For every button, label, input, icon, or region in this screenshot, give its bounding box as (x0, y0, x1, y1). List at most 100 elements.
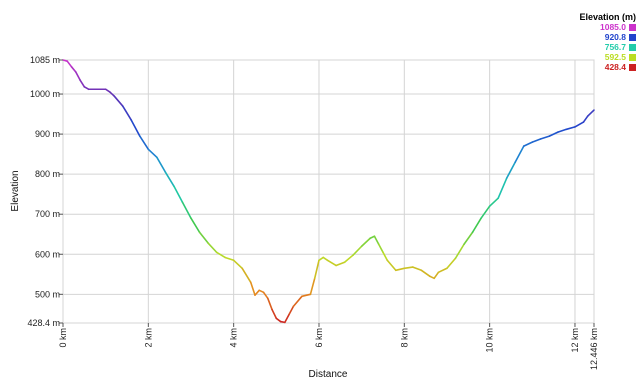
profile-segment (322, 256, 329, 262)
profile-segment (109, 91, 115, 97)
profile-segment (198, 231, 209, 244)
y-axis-ticks: 1085 m 1000 m 900 m 800 m 700 m 600 m 500 m 428… (27, 55, 63, 328)
profile-segment (412, 266, 423, 272)
profile-segment (540, 135, 551, 140)
x-tick-label: 2 km (143, 328, 153, 348)
profile-segment (360, 237, 371, 248)
profile-segment (497, 177, 508, 199)
profile-segment (104, 88, 111, 93)
profile-segment (130, 119, 141, 137)
profile-segment (382, 251, 389, 262)
profile-segment (335, 261, 346, 267)
profile-segment (292, 295, 303, 308)
profile-segment (275, 317, 282, 323)
profile-segment (437, 267, 448, 274)
legend-entry-label: 1085.0 (600, 22, 626, 32)
x-tick-label: 12 km (570, 328, 580, 353)
profile-segment (266, 297, 273, 311)
profile-segment (488, 197, 499, 208)
y-tick-label: 500 m (35, 289, 60, 299)
profile-segment (138, 135, 150, 151)
legend-swatch (629, 23, 636, 31)
elevation-profile-line (62, 59, 595, 324)
x-tick-label: 6 km (314, 328, 324, 348)
profile-segment (471, 217, 482, 234)
profile-segment (207, 242, 218, 254)
profile-segment (463, 231, 474, 246)
profile-segment (74, 71, 81, 81)
profile-segment (83, 86, 90, 91)
profile-segment (224, 256, 235, 262)
grid-lines (62, 59, 595, 324)
profile-segment (232, 259, 243, 270)
profile-segment (241, 267, 252, 284)
legend-swatch (629, 53, 636, 61)
profile-segment (582, 115, 589, 123)
plot-frame (62, 59, 595, 324)
profile-segment (377, 243, 384, 254)
profile-segment (420, 269, 431, 278)
legend-entry-label: 592.5 (604, 52, 626, 62)
profile-segment (181, 201, 192, 220)
profile-segment (284, 313, 290, 324)
profile-segment (446, 257, 457, 270)
profile-segment (113, 95, 124, 107)
legend-entries: 1085.0 920.8 756.7 592.5 428.4 (556, 22, 636, 72)
profile-segment (249, 281, 256, 296)
profile-segment (394, 267, 406, 272)
profile-segment (215, 251, 226, 259)
y-tick-label: 1085 m (30, 55, 60, 65)
x-tick-label: 8 km (399, 328, 409, 348)
profile-segment (343, 254, 354, 264)
legend-entry: 1085.0 (556, 22, 636, 32)
profile-segment (288, 305, 295, 316)
y-tick-label: 600 m (35, 249, 60, 259)
profile-segment (557, 128, 568, 133)
y-axis-title: Elevation (10, 170, 21, 211)
profile-segment (522, 141, 534, 147)
y-tick-label: 900 m (35, 129, 60, 139)
x-axis-ticks: 0 km 2 km 4 km 6 km 8 km 10 km 12 km 12.446 km (58, 323, 599, 370)
profile-segment (301, 293, 312, 298)
x-tick-label: 0 km (58, 328, 68, 348)
profile-segment (70, 66, 77, 73)
y-tick-label: 700 m (35, 209, 60, 219)
profile-segment (480, 205, 491, 220)
legend-swatch (629, 43, 636, 51)
profile-segment (531, 138, 542, 143)
y-tick-label: 800 m (35, 169, 60, 179)
legend-entry: 592.5 (556, 52, 636, 62)
profile-segment (271, 308, 278, 320)
profile-segment (309, 277, 316, 296)
legend-title: Elevation (m) (579, 12, 636, 22)
profile-segment (386, 259, 397, 272)
profile-segment (190, 217, 201, 234)
profile-segment (574, 121, 585, 128)
legend-entry-label: 920.8 (604, 32, 626, 42)
y-tick-label: 1000 m (30, 89, 60, 99)
profile-segment (318, 256, 325, 262)
elevation-legend: Elevation (m) 1085.0 920.8 756.7 592.5 428.4 (556, 12, 636, 72)
legend-swatch (629, 33, 636, 41)
y-tick-label: 428.4 m (27, 318, 60, 328)
legend-entry: 756.7 (556, 42, 636, 52)
x-tick-label: 10 km (485, 328, 495, 353)
legend-entry-label: 756.7 (604, 42, 626, 52)
x-axis-title: Distance (309, 369, 348, 378)
profile-segment (262, 291, 269, 300)
x-tick-label: 12.446 km (589, 328, 599, 370)
profile-segment (173, 185, 184, 203)
legend-entry-label: 428.4 (604, 62, 626, 72)
profile-segment (352, 245, 363, 256)
profile-segment (565, 126, 576, 131)
legend-entry: 428.4 (556, 62, 636, 72)
profile-segment (66, 60, 73, 68)
profile-segment (514, 145, 525, 163)
profile-segment (164, 171, 175, 187)
profile-segment (403, 266, 414, 270)
profile-segment (433, 271, 440, 280)
profile-segment (121, 105, 133, 121)
profile-segment (586, 109, 595, 117)
profile-segment (79, 79, 86, 88)
profile-segment (326, 259, 337, 267)
